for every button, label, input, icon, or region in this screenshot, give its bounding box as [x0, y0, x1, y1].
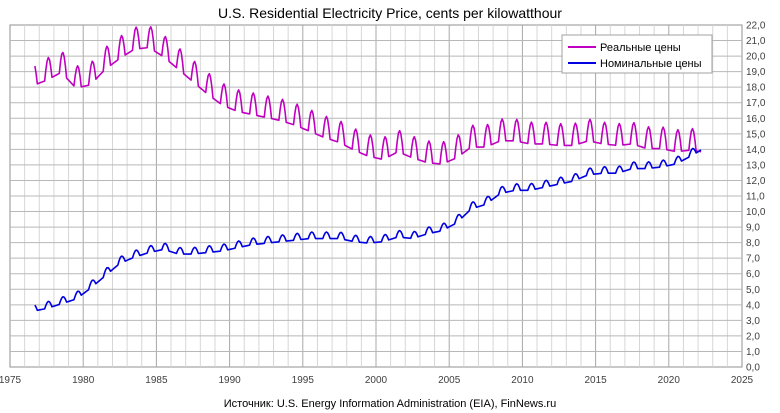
- y-tick-label: 18,0: [746, 83, 766, 94]
- x-tick-label: 2010: [511, 375, 534, 386]
- series-group: [34, 26, 702, 312]
- y-tick-label: 15,0: [746, 129, 766, 140]
- x-tick-label: 1995: [292, 375, 315, 386]
- legend: Реальные цены Номинальные цены: [561, 34, 713, 74]
- y-tick-label: 21,0: [746, 36, 766, 47]
- y-tick-label: 3,0: [746, 316, 760, 327]
- series-real-prices: [34, 26, 702, 165]
- y-tick-label: 14,0: [746, 145, 766, 156]
- y-tick-label: 11,0: [746, 192, 765, 203]
- x-tick-label: 2000: [365, 375, 388, 386]
- y-tick-label: 10,0: [746, 207, 766, 218]
- y-tick-label: 19,0: [746, 67, 766, 78]
- y-axis-ticks: 0,0 1,0 2,0 3,0 4,0 5,0 6,0 7,0 8,0 9,0 10,0 11,0 12…: [746, 21, 766, 374]
- y-tick-label: 1,0: [746, 347, 760, 358]
- y-tick-label: 7,0: [746, 254, 760, 265]
- legend-label-real: Реальные цены: [600, 42, 681, 54]
- y-tick-label: 2,0: [746, 331, 760, 342]
- x-tick-label: 1985: [145, 375, 168, 386]
- y-tick-label: 22,0: [746, 21, 766, 32]
- y-tick-label: 8,0: [746, 238, 760, 249]
- y-tick-label: 16,0: [746, 114, 766, 125]
- chart-title: U.S. Residential Electricity Price, cent…: [218, 5, 562, 21]
- x-tick-label: 2020: [658, 375, 681, 386]
- y-tick-label: 12,0: [746, 176, 766, 187]
- y-tick-label: 13,0: [746, 160, 766, 171]
- x-tick-label: 1980: [72, 375, 95, 386]
- legend-label-nominal: Номинальные цены: [600, 58, 702, 70]
- y-tick-label: 4,0: [746, 300, 760, 311]
- x-tick-label: 2005: [438, 375, 461, 386]
- series-nominal-prices: [34, 147, 702, 312]
- x-tick-label: 1975: [0, 375, 22, 386]
- source-note: Источник: U.S. Energy Information Admini…: [224, 398, 556, 410]
- legend-box: [561, 34, 713, 74]
- y-tick-label: 6,0: [746, 269, 760, 280]
- y-tick-label: 0,0: [746, 363, 760, 374]
- y-tick-label: 5,0: [746, 285, 760, 296]
- x-tick-label: 2015: [584, 375, 607, 386]
- y-tick-label: 20,0: [746, 52, 766, 63]
- x-tick-label: 1990: [218, 375, 241, 386]
- x-axis-ticks: 1975 1980 1985 1990 1995 2000 2005 2010 2015 2020…: [0, 375, 754, 386]
- grid-lines: [10, 25, 742, 367]
- y-tick-label: 17,0: [746, 98, 766, 109]
- x-tick-label: 2025: [731, 375, 754, 386]
- y-tick-label: 9,0: [746, 223, 760, 234]
